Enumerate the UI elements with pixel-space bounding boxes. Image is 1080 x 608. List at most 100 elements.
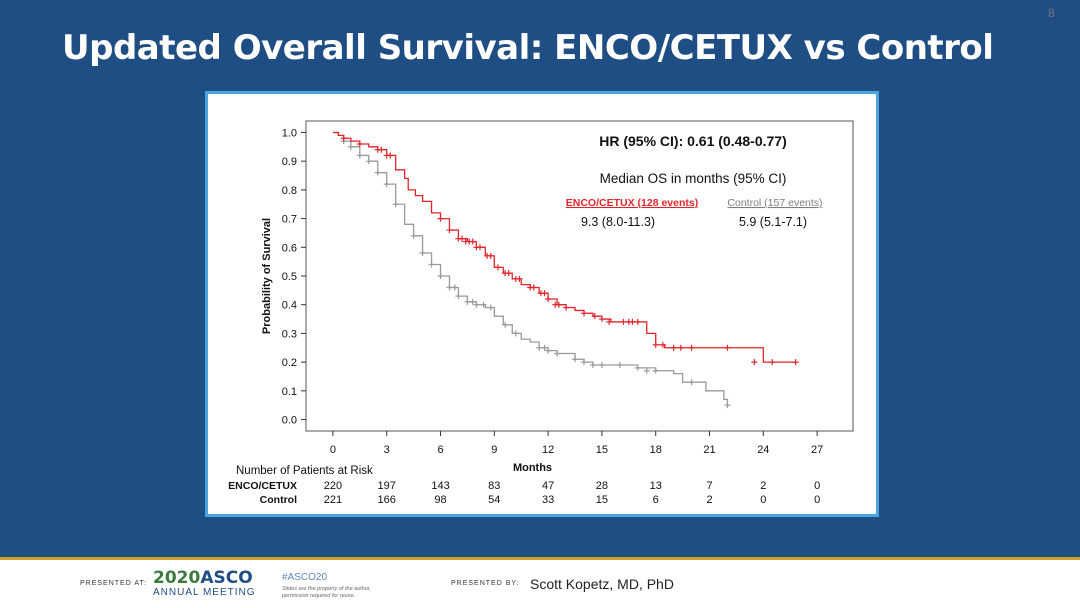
censor-mark: [563, 304, 570, 311]
at-risk-value: 0: [814, 480, 820, 492]
at-risk-value: 54: [488, 494, 500, 506]
figure-frame: 0.0 0.1 0.2 0.3 0.4 0.5 0.6 0.7 0.8 0.9 1.0 0 3 6 9 12 1…: [205, 91, 879, 517]
censor-mark: [634, 364, 641, 371]
censor-mark: [469, 238, 476, 245]
y-tick-label: 0.7: [282, 214, 297, 226]
y-tick-label: 1.0: [282, 127, 297, 139]
censor-mark: [643, 367, 650, 374]
censor-mark: [340, 135, 347, 142]
censor-mark: [437, 273, 444, 279]
censor-mark: [516, 275, 523, 282]
censor-mark: [591, 313, 598, 320]
censor-mark: [505, 270, 512, 277]
censor-mark: [446, 284, 453, 291]
censor-mark: [378, 146, 385, 153]
at-risk-value: 28: [596, 480, 608, 492]
at-risk-row-label: ENCO/CETUX: [228, 480, 297, 492]
censor-mark: [580, 359, 587, 366]
censor-mark: [383, 181, 390, 188]
x-tick-label: 0: [330, 444, 336, 456]
censor-mark: [487, 304, 494, 311]
at-risk-value: 98: [434, 494, 446, 506]
at-risk-value: 221: [324, 494, 342, 506]
survival-chart: 0.0 0.1 0.2 0.3 0.4 0.5 0.6 0.7 0.8 0.9 1.0 0 3 6 9 12 1…: [228, 120, 854, 506]
asco-name: ASCO: [200, 568, 253, 588]
x-tick-label: 3: [384, 444, 390, 456]
plot-area: [305, 120, 854, 432]
x-tick-label: 27: [811, 444, 823, 456]
at-risk-value: 0: [760, 494, 766, 506]
copyright-note-line: permission required for reuse.: [282, 593, 356, 599]
hazard-ratio-text: HR (95% CI): 0.61 (0.48-0.77): [599, 133, 787, 149]
at-risk-value: 220: [324, 480, 342, 492]
censor-mark: [494, 264, 501, 271]
at-risk-value: 6: [653, 494, 659, 506]
censor-mark: [451, 284, 458, 291]
y-tick-label: 0.5: [282, 271, 297, 283]
censor-mark: [652, 367, 659, 374]
at-risk-value: 13: [650, 480, 662, 492]
hashtag: #ASCO20: [282, 572, 328, 583]
x-axis-label: Months: [513, 462, 552, 474]
censor-mark: [598, 316, 605, 323]
y-tick-label: 0.1: [282, 386, 297, 398]
censor-mark: [437, 215, 444, 222]
at-risk-value: 33: [542, 494, 554, 506]
censor-mark: [634, 318, 641, 325]
copyright-note-line: Slides are the property of the author,: [282, 586, 371, 592]
censor-mark: [530, 284, 537, 291]
survival-curve-enco-cetux: [332, 131, 796, 363]
at-risk-row-label: Control: [260, 494, 297, 506]
footer: PRESENTED AT: 2020ASCO ANNUAL MEETING #A…: [0, 560, 1080, 608]
censor-mark: [356, 140, 363, 147]
asco-logo: 2020ASCO ANNUAL MEETING: [153, 568, 263, 598]
censor-mark: [459, 235, 466, 242]
slide-title: Updated Overall Survival: ENCO/CETUX vs …: [62, 28, 994, 68]
footer-divider: [0, 557, 1080, 560]
x-tick-label: 12: [542, 444, 554, 456]
censor-mark: [392, 201, 399, 208]
y-tick-label: 0.8: [282, 185, 297, 197]
asco-year: 2020: [153, 568, 201, 588]
x-tick-label: 6: [437, 444, 443, 456]
censor-mark: [464, 298, 471, 305]
copyright-note: Slides are the property of the author, p…: [282, 586, 402, 600]
censor-mark: [724, 402, 731, 409]
censor-mark: [487, 252, 494, 259]
censor-mark: [652, 341, 659, 348]
x-tick-label: 9: [491, 444, 497, 456]
censor-mark: [502, 321, 509, 328]
x-tick-label: 15: [596, 444, 608, 456]
censor-mark: [751, 359, 758, 366]
y-tick-label: 0.3: [282, 328, 297, 340]
censor-mark: [347, 143, 354, 150]
presented-by-label: PRESENTED BY:: [451, 580, 520, 587]
x-tick-label: 24: [757, 444, 769, 456]
censor-mark: [659, 341, 666, 348]
y-tick-label: 0.9: [282, 156, 297, 168]
at-risk-value: 15: [596, 494, 608, 506]
y-tick-label: 0.6: [282, 242, 297, 254]
censor-mark: [387, 152, 394, 159]
page-number: 8: [1048, 6, 1055, 20]
censor-mark: [480, 301, 487, 308]
y-tick-label: 0.4: [282, 300, 297, 312]
censor-mark: [580, 310, 587, 317]
control-median-value: 5.9 (5.1-7.1): [739, 215, 807, 229]
censor-mark: [374, 169, 381, 176]
at-risk-value: 197: [378, 480, 396, 492]
censor-mark: [541, 344, 548, 351]
at-risk-value: 83: [488, 480, 500, 492]
at-risk-header: Number of Patients at Risk: [236, 465, 373, 477]
censor-mark: [545, 347, 552, 354]
censor-mark: [724, 344, 731, 351]
censor-mark: [476, 244, 483, 251]
censor-mark: [455, 293, 462, 300]
censor-mark: [410, 232, 417, 239]
legend-control: Control (157 events): [727, 197, 822, 209]
at-risk-value: 2: [760, 480, 766, 492]
y-tick-label: 0.0: [282, 415, 297, 427]
censor-mark: [616, 361, 623, 368]
at-risk-value: 166: [378, 494, 396, 506]
censor-mark: [629, 318, 636, 325]
